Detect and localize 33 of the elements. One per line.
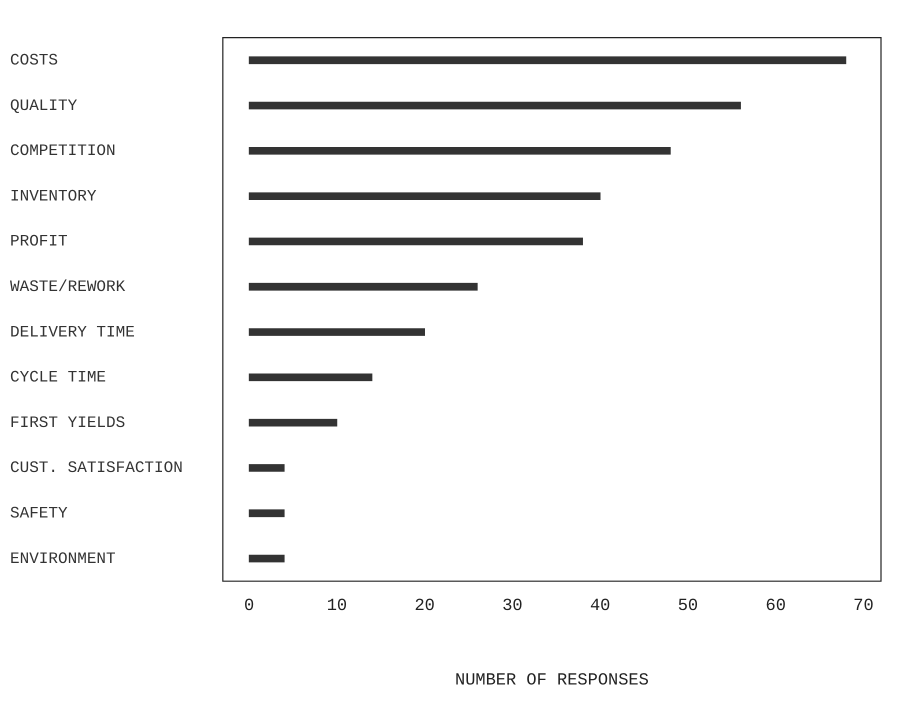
x-tick-label: 30 (502, 596, 523, 616)
y-tick-label: DELIVERY TIME (10, 323, 135, 342)
y-tick-label: PROFIT (10, 232, 68, 251)
x-tick-label: 40 (590, 596, 610, 616)
bar (248, 554, 285, 562)
bar (248, 509, 285, 518)
y-tick-label: ENVIRONMENT (10, 550, 116, 568)
x-axis-title: NUMBER OF RESPONSES (454, 671, 649, 690)
y-tick-label: WASTE/REWORK (10, 278, 126, 296)
x-tick-label: 20 (414, 596, 435, 616)
bar (248, 147, 671, 155)
y-tick-label: QUALITY (10, 96, 78, 115)
bar (248, 102, 741, 110)
bar (248, 282, 478, 291)
x-tick-label: 0 (244, 596, 254, 616)
bar (248, 192, 601, 200)
bar (248, 374, 372, 382)
y-tick-label: FIRST YIELDS (10, 414, 126, 432)
x-tick-label: 70 (853, 596, 874, 616)
bar (248, 56, 846, 64)
x-tick-label: 60 (765, 596, 786, 616)
x-tick-label: 10 (326, 596, 348, 616)
bar (248, 418, 338, 426)
y-tick-label: CYCLE TIME (10, 368, 106, 387)
bar (248, 464, 285, 472)
y-tick-label: CUST. SATISFACTION (10, 459, 183, 478)
x-tick-label: 50 (678, 596, 698, 616)
bar (248, 328, 425, 336)
y-tick-label: COMPETITION (10, 142, 116, 160)
y-tick-label: COSTS (10, 51, 58, 70)
bar (248, 238, 583, 246)
y-tick-label: INVENTORY (10, 187, 97, 206)
y-tick-label: SAFETY (10, 504, 68, 522)
